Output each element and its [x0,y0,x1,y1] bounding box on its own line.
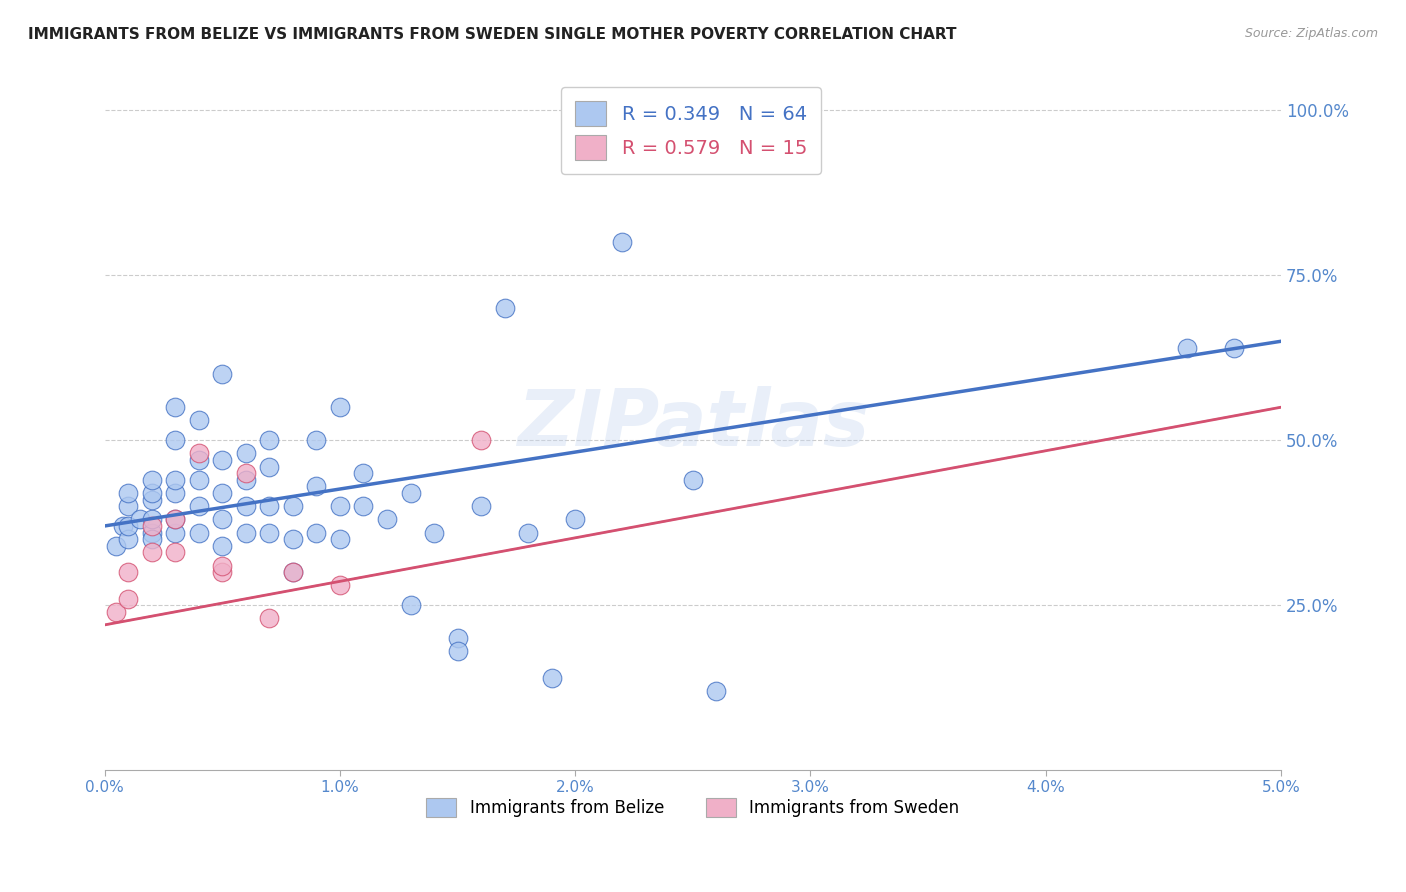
Point [281,565,304,579]
Point [353,466,375,480]
Point [446,631,468,645]
Point [329,532,352,546]
Point [141,532,163,546]
Point [423,525,446,540]
Point [235,446,257,460]
Point [470,434,492,448]
Point [112,519,135,533]
Point [329,401,352,415]
Point [259,525,281,540]
Point [165,512,187,526]
Point [1175,341,1198,355]
Text: ZIPatlas: ZIPatlas [516,385,869,462]
Point [165,434,187,448]
Point [117,565,139,579]
Point [117,519,139,533]
Point [165,401,187,415]
Point [704,683,727,698]
Point [494,301,516,316]
Point [211,453,233,467]
Point [187,413,209,427]
Point [117,499,139,513]
Point [105,605,128,619]
Point [470,499,492,513]
Point [117,532,139,546]
Point [211,368,233,382]
Point [117,486,139,500]
Point [281,532,304,546]
Point [399,486,422,500]
Point [141,486,163,500]
Point [141,525,163,540]
Point [211,565,233,579]
Point [105,539,128,553]
Point [165,525,187,540]
Point [305,434,328,448]
Text: Source: ZipAtlas.com: Source: ZipAtlas.com [1244,27,1378,40]
Point [375,512,398,526]
Point [187,499,209,513]
Point [540,671,562,685]
Point [165,486,187,500]
Point [329,499,352,513]
Point [211,512,233,526]
Point [517,525,540,540]
Point [353,499,375,513]
Point [305,479,328,493]
Point [259,434,281,448]
Point [305,525,328,540]
Point [129,512,152,526]
Point [235,473,257,487]
Point [141,545,163,559]
Point [165,545,187,559]
Point [141,512,163,526]
Legend: Immigrants from Belize, Immigrants from Sweden: Immigrants from Belize, Immigrants from … [420,791,966,824]
Point [165,473,187,487]
Point [259,499,281,513]
Point [165,512,187,526]
Point [211,539,233,553]
Text: IMMIGRANTS FROM BELIZE VS IMMIGRANTS FROM SWEDEN SINGLE MOTHER POVERTY CORRELATI: IMMIGRANTS FROM BELIZE VS IMMIGRANTS FRO… [28,27,956,42]
Point [187,446,209,460]
Point [259,611,281,625]
Point [446,644,468,658]
Point [329,578,352,592]
Point [281,499,304,513]
Point [211,558,233,573]
Point [187,473,209,487]
Point [235,466,257,480]
Point [141,492,163,507]
Point [211,486,233,500]
Point [187,453,209,467]
Point [187,525,209,540]
Point [682,473,704,487]
Point [259,459,281,474]
Point [141,473,163,487]
Point [612,235,634,250]
Point [564,512,586,526]
Point [141,519,163,533]
Point [117,591,139,606]
Point [399,598,422,612]
Point [1223,341,1246,355]
Point [281,565,304,579]
Point [235,499,257,513]
Point [235,525,257,540]
